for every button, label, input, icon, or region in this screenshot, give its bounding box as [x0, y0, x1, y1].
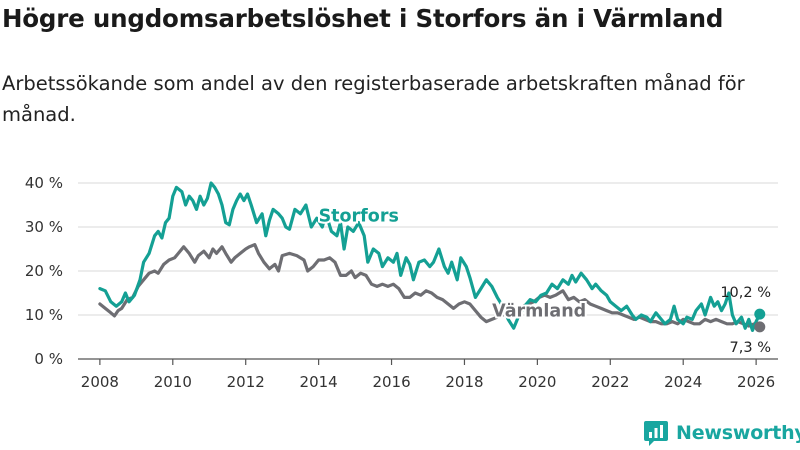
brand-name: Newsworthy [676, 422, 800, 444]
end-point-storfors [754, 308, 766, 320]
chart-subtitle: Arbetssökande som andel av den registerb… [2, 72, 745, 126]
x-tick-label: 2022 [591, 373, 629, 391]
y-tick-label: 10 % [25, 306, 63, 324]
y-tick-label: 40 % [25, 174, 63, 192]
gridlines [78, 182, 778, 316]
y-tick-label: 0 % [34, 350, 63, 368]
chart-title: Högre ungdomsarbetslöshet i Storfors än … [2, 4, 724, 33]
end-label-varmland: 7,3 % [730, 340, 771, 356]
x-tick-label: 2014 [300, 373, 338, 391]
x-tick-label: 2008 [81, 373, 119, 391]
newsworthy-icon [644, 421, 668, 446]
x-tick-label: 2010 [154, 373, 192, 391]
series [98, 181, 766, 333]
series-line-storfors [98, 181, 762, 332]
series-label-varmland: Värmland [492, 301, 586, 321]
x-tick-label: 2020 [518, 373, 556, 391]
end-label-storfors: 10,2 % [720, 285, 771, 301]
end-point-varmland [754, 321, 766, 333]
x-tick-label: 2012 [227, 373, 265, 391]
x-tick-label: 2016 [372, 373, 410, 391]
y-tick-label: 20 % [25, 262, 63, 280]
x-tick-label: 2024 [664, 373, 702, 391]
series-line-varmland [98, 243, 762, 329]
series-label-storfors: Storfors [319, 207, 399, 227]
y-tick-label: 30 % [25, 218, 63, 236]
x-tick-label: 2026 [737, 373, 775, 391]
y-axis-ticks: 0 % 10 % 20 % 30 % 40 % [25, 174, 63, 368]
newsworthy-logo: Newsworthy [644, 420, 800, 446]
x-axis-ticks: 2008 2010 2012 2014 2016 2018 2020 2022 2024 2026 [81, 359, 775, 391]
series-labels: 10,2 % 7,3 % Storfors Värmland [317, 205, 771, 356]
x-tick-label: 2018 [445, 373, 483, 391]
